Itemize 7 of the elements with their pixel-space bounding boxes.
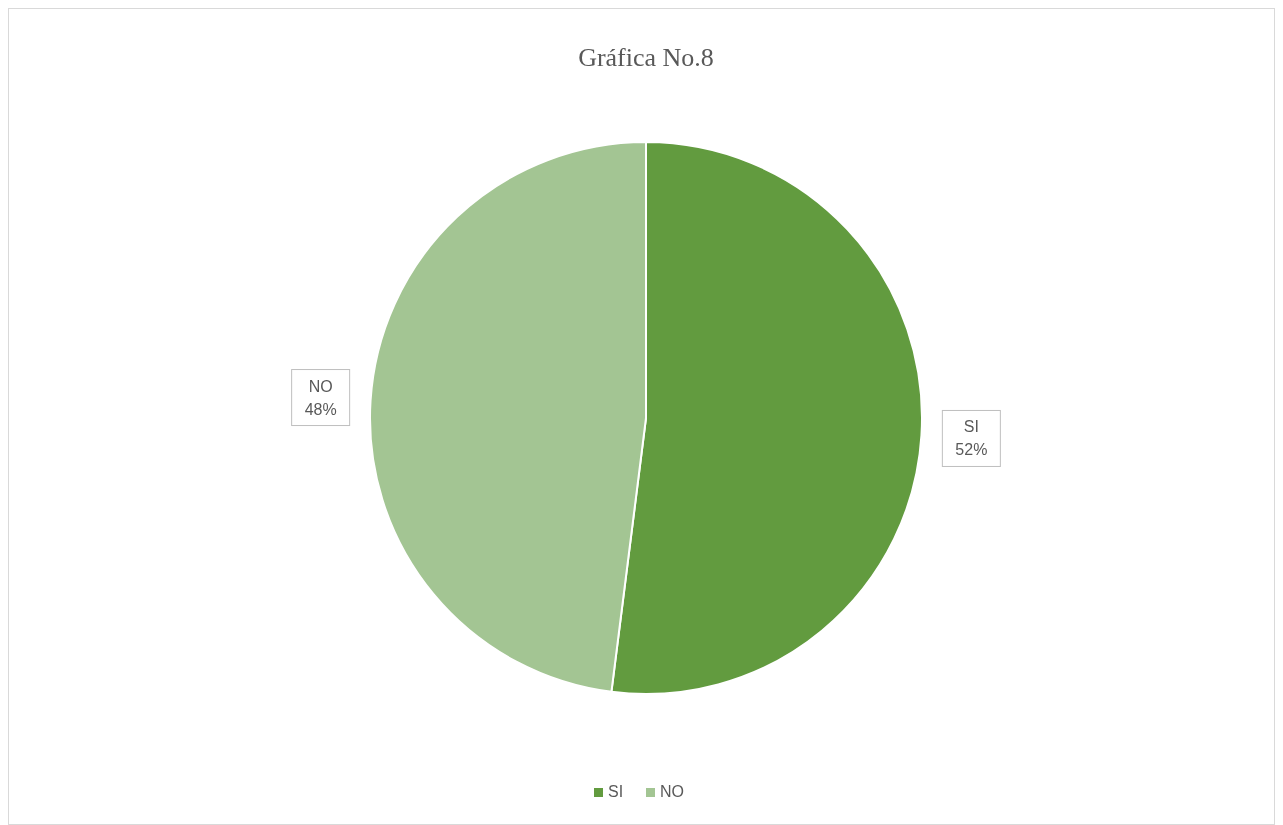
data-label: 52% xyxy=(955,441,988,459)
legend-label: NO xyxy=(660,783,684,800)
data-label: 48% xyxy=(304,400,337,418)
slice-label: SI xyxy=(963,418,979,436)
chart-title: Gráfica No.8 xyxy=(578,43,714,72)
slice-label: NO xyxy=(308,377,333,395)
legend-label: SI xyxy=(608,783,624,800)
